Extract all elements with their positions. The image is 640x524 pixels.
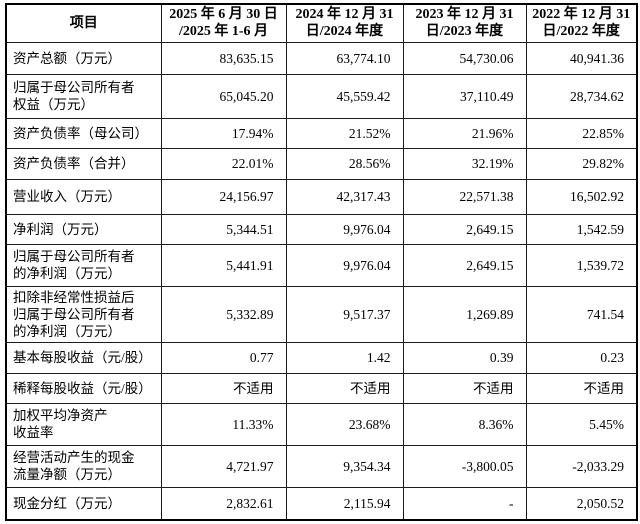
cell-value: 5,332.89: [160, 285, 287, 343]
cell-value: 9,976.04: [285, 243, 404, 287]
cell-value: 22.85%: [525, 117, 638, 149]
cell-value: 11.33%: [160, 402, 287, 446]
row-label: 资产负债率（母公司）: [5, 117, 162, 149]
cell-value: 63,774.10: [285, 41, 404, 75]
cell-value: 65,045.20: [160, 73, 287, 119]
cell-value: 2,832.61: [160, 486, 287, 521]
table-header: 项目 2025 年 6 月 30 日 /2025 年 1-6 月 2024 年 …: [5, 3, 638, 43]
cell-value: 2,649.15: [402, 213, 527, 245]
cell-value: 45,559.42: [285, 73, 404, 119]
header-cell-period-2022: 2022 年 12 月 31 日/2022 年度: [525, 3, 638, 43]
table-row: 归属于母公司所有者 权益（万元） 65,045.20 45,559.42 37,110…: [5, 73, 638, 119]
cell-value: -2,033.29: [525, 444, 638, 488]
table-row: 基本每股收益（元/股） 0.77 1.42 0.39 0.23: [5, 341, 638, 374]
cell-value: 21.52%: [285, 117, 404, 149]
table-row: 资产负债率（合并） 22.01% 28.56% 32.19% 29.82%: [5, 147, 638, 180]
table-row: 净利润（万元） 5,344.51 9,976.04 2,649.15 1,542.59: [5, 213, 638, 245]
cell-value: 1,542.59: [525, 213, 638, 245]
cell-value: 不适用: [160, 372, 287, 404]
cell-value: 5.45%: [525, 402, 638, 446]
table-row: 稀释每股收益（元/股） 不适用 不适用 不适用 不适用: [5, 372, 638, 404]
cell-value: 9,976.04: [285, 213, 404, 245]
cell-value: 28,734.62: [525, 73, 638, 119]
cell-value: 17.94%: [160, 117, 287, 149]
cell-value: 83,635.15: [160, 41, 287, 75]
header-cell-period-2023: 2023 年 12 月 31 日/2023 年度: [402, 3, 527, 43]
table-body: 资产总额（万元） 83,635.15 63,774.10 54,730.06 40,94…: [5, 41, 638, 521]
table-row: 现金分红（万元） 2,832.61 2,115.94-2,050.52: [5, 486, 638, 521]
cell-value: 22,571.38: [402, 178, 527, 215]
table-row: 扣除非经常性损益后 归属于母公司所有者 的净利润（万元） 5,332.89 9,51…: [5, 285, 638, 343]
cell-value: -: [402, 486, 527, 521]
row-label: 资产负债率（合并）: [5, 147, 162, 180]
cell-value: 9,517.37: [285, 285, 404, 343]
cell-value: 24,156.97: [160, 178, 287, 215]
row-label: 加权平均净资产 收益率: [5, 402, 162, 446]
table-row: 资产负债率（母公司） 17.94% 21.52% 21.96% 22.85%: [5, 117, 638, 149]
cell-value: 1,539.72: [525, 243, 638, 287]
header-cell-period-2024: 2024 年 12 月 31 日/2024 年度: [285, 3, 404, 43]
key-financials-table: 项目 2025 年 6 月 30 日 /2025 年 1-6 月 2024 年 …: [5, 3, 638, 521]
row-label: 基本每股收益（元/股）: [5, 341, 162, 374]
cell-value: 1,269.89: [402, 285, 527, 343]
cell-value: 5,344.51: [160, 213, 287, 245]
row-label: 归属于母公司所有者 的净利润（万元）: [5, 243, 162, 287]
cell-value: 0.39: [402, 341, 527, 374]
table-row: 营业收入（万元） 24,156.97 42,317.43 22,571.38 16,50…: [5, 178, 638, 215]
cell-value: 8.36%: [402, 402, 527, 446]
cell-value: 28.56%: [285, 147, 404, 180]
table-row: 资产总额（万元） 83,635.15 63,774.10 54,730.06 40,94…: [5, 41, 638, 75]
row-label: 净利润（万元）: [5, 213, 162, 245]
cell-value: 5,441.91: [160, 243, 287, 287]
row-label: 稀释每股收益（元/股）: [5, 372, 162, 404]
cell-value: 22.01%: [160, 147, 287, 180]
row-label: 资产总额（万元）: [5, 41, 162, 75]
cell-value: 29.82%: [525, 147, 638, 180]
cell-value: 2,050.52: [525, 486, 638, 521]
table-row: 加权平均净资产 收益率 11.33% 23.68% 8.36% 5.45%: [5, 402, 638, 446]
row-label: 归属于母公司所有者 权益（万元）: [5, 73, 162, 119]
cell-value: 2,649.15: [402, 243, 527, 287]
cell-value: 2,115.94: [285, 486, 404, 521]
cell-value: 不适用: [525, 372, 638, 404]
cell-value: 不适用: [285, 372, 404, 404]
table-row: 经营活动产生的现金 流量净额（万元） 4,721.97 9,354.34 -3,800…: [5, 444, 638, 488]
cell-value: 21.96%: [402, 117, 527, 149]
cell-value: 1.42: [285, 341, 404, 374]
cell-value: 42,317.43: [285, 178, 404, 215]
row-label: 扣除非经常性损益后 归属于母公司所有者 的净利润（万元）: [5, 285, 162, 343]
cell-value: 16,502.92: [525, 178, 638, 215]
cell-value: 54,730.06: [402, 41, 527, 75]
cell-value: 23.68%: [285, 402, 404, 446]
row-label: 营业收入（万元）: [5, 178, 162, 215]
cell-value: 4,721.97: [160, 444, 287, 488]
header-cell-period-2025: 2025 年 6 月 30 日 /2025 年 1-6 月: [160, 3, 287, 43]
cell-value: 0.77: [160, 341, 287, 374]
cell-value: -3,800.05: [402, 444, 527, 488]
table-row: 归属于母公司所有者 的净利润（万元） 5,441.91 9,976.04 2,649.…: [5, 243, 638, 287]
cell-value: 0.23: [525, 341, 638, 374]
cell-value: 9,354.34: [285, 444, 404, 488]
cell-value: 37,110.49: [402, 73, 527, 119]
row-label: 经营活动产生的现金 流量净额（万元）: [5, 444, 162, 488]
cell-value: 不适用: [402, 372, 527, 404]
cell-value: 32.19%: [402, 147, 527, 180]
cell-value: 741.54: [525, 285, 638, 343]
cell-value: 40,941.36: [525, 41, 638, 75]
row-label: 现金分红（万元）: [5, 486, 162, 521]
header-cell-item: 项目: [5, 3, 162, 43]
header-row: 项目 2025 年 6 月 30 日 /2025 年 1-6 月 2024 年 …: [5, 3, 638, 43]
